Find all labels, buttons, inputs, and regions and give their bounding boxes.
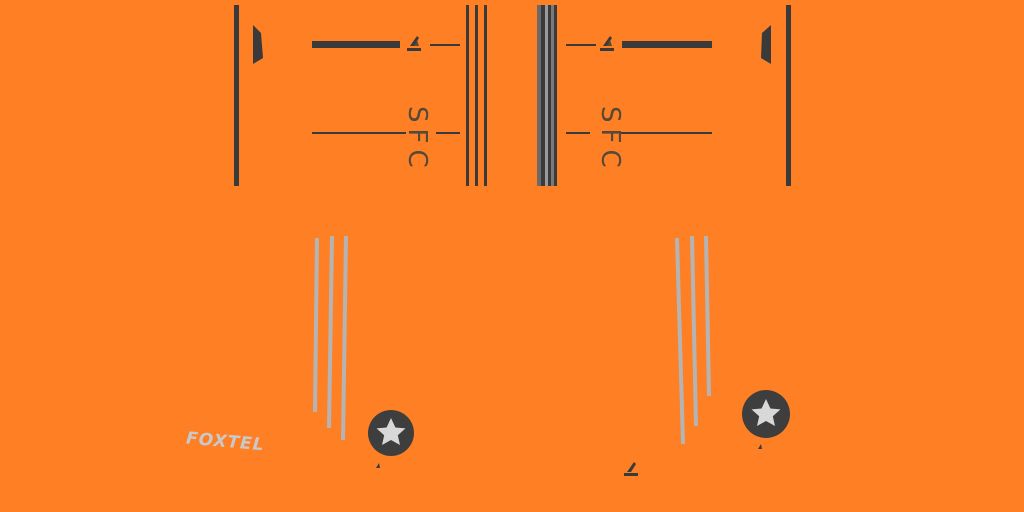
sleeve-stripe-dark-3 <box>554 5 557 186</box>
monogram-right: SFC <box>595 106 625 174</box>
sleeve-stripe-dark-2 <box>548 5 551 186</box>
shorts-stripe-right-3 <box>704 236 711 396</box>
shirt-panel-right <box>537 5 791 186</box>
sleeve-stripe-grey-1 <box>537 5 541 186</box>
shorts-stripe-left-2 <box>327 236 334 428</box>
star-badge-icon <box>368 410 414 456</box>
shorts-stripe-right-2 <box>690 236 698 426</box>
star-badge-icon <box>742 390 790 438</box>
monogram-left: SFC <box>402 106 432 174</box>
sleeve-stripe-dark-1 <box>541 5 545 186</box>
shirt-panel-left <box>234 5 487 186</box>
three-stripe-logo-icon <box>407 36 421 51</box>
sleeve-stripe-grey-2 <box>545 5 548 186</box>
side-stripe-left-2 <box>475 5 478 186</box>
shoulder-bar-right <box>622 41 712 48</box>
collar-tab-left <box>253 25 263 64</box>
shorts-panel-right <box>624 236 790 476</box>
shoulder-line-right <box>566 44 596 46</box>
three-stripe-logo-icon <box>624 462 638 476</box>
chest-line-right-b <box>620 132 712 134</box>
shorts-stripe-right-1 <box>675 238 685 444</box>
sleeve-stripe-grey-3 <box>551 5 554 186</box>
chest-line-right-a <box>566 132 590 134</box>
chest-line-left-a <box>312 132 406 134</box>
three-stripe-logo-icon <box>376 463 380 468</box>
three-stripe-logo-icon <box>600 36 614 51</box>
shoulder-bar-left <box>312 41 400 48</box>
side-stripe-left-1 <box>466 5 469 186</box>
shorts-stripe-left-3 <box>341 236 348 440</box>
shorts-stripe-left-1 <box>313 238 319 412</box>
chest-line-left-b <box>436 132 460 134</box>
shorts-panel-left <box>313 236 414 468</box>
side-stripe-left-3 <box>484 5 487 186</box>
panel-right-edge <box>786 5 791 186</box>
three-stripe-logo-icon <box>758 444 762 449</box>
panel-left-edge <box>234 5 239 186</box>
shoulder-line-left <box>430 44 460 46</box>
collar-tab-right <box>761 25 771 64</box>
